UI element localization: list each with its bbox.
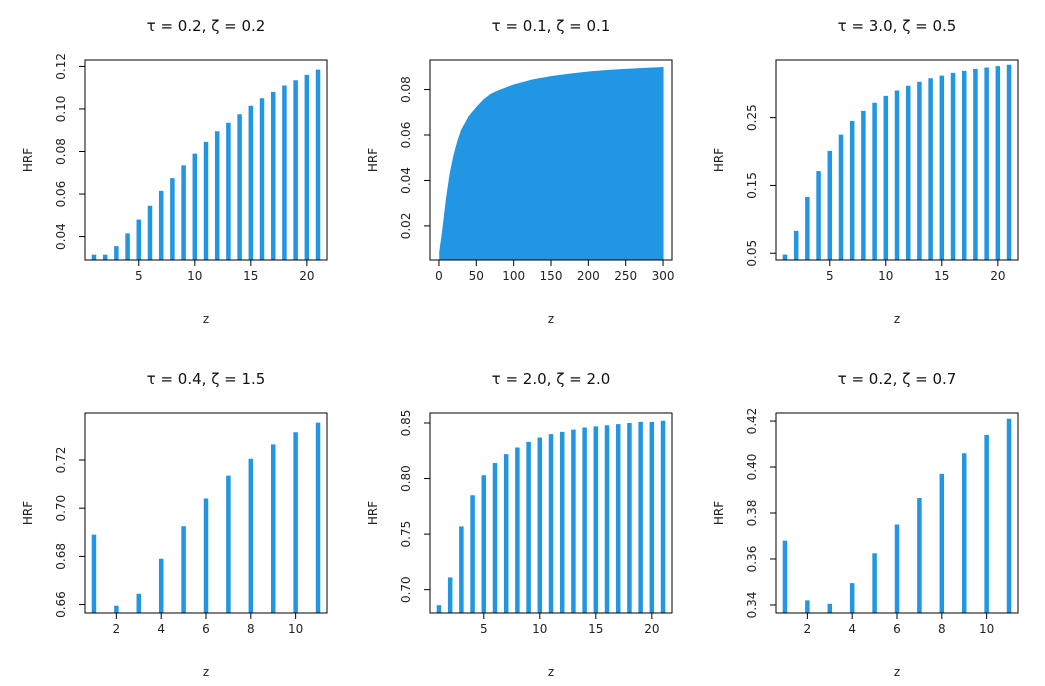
- x-axis-label: z: [548, 312, 554, 326]
- y-tick-label: 0.08: [54, 138, 68, 165]
- x-axis-label: z: [548, 665, 554, 679]
- chart-title: τ = 0.4, ζ = 1.5: [147, 370, 266, 388]
- y-tick-label: 0.06: [399, 122, 413, 149]
- y-tick-label: 0.70: [54, 495, 68, 522]
- x-tick-label: 20: [299, 269, 314, 283]
- x-tick-label: 50: [469, 269, 484, 283]
- chart-title: τ = 0.2, ζ = 0.2: [147, 17, 266, 35]
- chart-panel-5: τ = 2.0, ζ = 2.0 5 10 15 20 0.70 0.75 0.80 0.85 z…: [366, 370, 673, 679]
- x-tick-label: 4: [848, 622, 856, 636]
- x-tick-label: 150: [540, 269, 563, 283]
- x-tick-label: 5: [826, 269, 834, 283]
- chart-panel-6: τ = 0.2, ζ = 0.7 2 4 6 8 10 0.34 0.36 0.38 0.40 0.…: [712, 370, 1019, 679]
- x-axis-label: z: [894, 665, 900, 679]
- y-tick-label: 0.80: [399, 465, 413, 492]
- chart-panel-4: τ = 0.4, ζ = 1.5 2 4 6 8 10 0.66 0.68 0.70 0.72 z H…: [21, 370, 328, 679]
- chart-panel-3: τ = 3.0, ζ = 0.5 5 10 15 20 0.05 0.15 0.25 z HRF: [712, 17, 1019, 326]
- y-tick-label: 0.10: [54, 96, 68, 123]
- y-axis-label: HRF: [21, 501, 35, 525]
- x-tick-label: 0: [435, 269, 443, 283]
- y-tick-label: 0.85: [399, 410, 413, 437]
- x-tick-label: 10: [187, 269, 202, 283]
- x-tick-label: 15: [934, 269, 949, 283]
- y-tick-label: 0.72: [54, 447, 68, 474]
- x-tick-label: 20: [990, 269, 1005, 283]
- y-tick-label: 0.12: [54, 53, 68, 80]
- x-tick-label: 250: [614, 269, 637, 283]
- y-tick-label: 0.15: [745, 172, 759, 199]
- y-tick-label: 0.05: [745, 240, 759, 267]
- x-tick-label: 6: [893, 622, 901, 636]
- x-tick-label: 100: [502, 269, 525, 283]
- chart-title: τ = 0.1, ζ = 0.1: [492, 17, 611, 35]
- x-tick-label: 10: [878, 269, 893, 283]
- x-tick-label: 8: [938, 622, 946, 636]
- x-tick-label: 6: [202, 622, 210, 636]
- x-tick-label: 15: [243, 269, 258, 283]
- x-axis-label: z: [203, 665, 209, 679]
- y-axis-label: HRF: [366, 148, 380, 172]
- y-axis-label: HRF: [712, 501, 726, 525]
- y-tick-label: 0.70: [399, 576, 413, 603]
- y-tick-label: 0.02: [399, 213, 413, 240]
- x-tick-label: 15: [588, 622, 603, 636]
- x-tick-label: 8: [247, 622, 255, 636]
- x-tick-label: 200: [577, 269, 600, 283]
- chart-title: τ = 2.0, ζ = 2.0: [492, 370, 611, 388]
- x-tick-label: 10: [532, 622, 547, 636]
- x-tick-label: 2: [113, 622, 121, 636]
- y-tick-label: 0.68: [54, 543, 68, 570]
- y-tick-label: 0.42: [745, 408, 759, 435]
- y-tick-label: 0.04: [54, 223, 68, 250]
- x-tick-label: 4: [157, 622, 165, 636]
- x-tick-label: 5: [480, 622, 488, 636]
- y-axis-label: HRF: [712, 148, 726, 172]
- x-tick-label: 2: [804, 622, 812, 636]
- y-tick-label: 0.66: [54, 591, 68, 618]
- chart-panel-1: τ = 0.2, ζ = 0.2 5 10 15 20 0.04 0.06 0.08 0.10 0…: [21, 17, 328, 326]
- x-axis-label: z: [894, 312, 900, 326]
- y-tick-label: 0.25: [745, 104, 759, 131]
- y-tick-label: 0.34: [745, 592, 759, 619]
- y-tick-label: 0.40: [745, 454, 759, 481]
- y-tick-label: 0.38: [745, 500, 759, 527]
- y-tick-label: 0.36: [745, 546, 759, 573]
- x-tick-label: 20: [644, 622, 659, 636]
- y-axis-label: HRF: [366, 501, 380, 525]
- hrf-area: [439, 66, 664, 261]
- x-tick-label: 10: [979, 622, 994, 636]
- y-tick-label: 0.04: [399, 167, 413, 194]
- chart-title: τ = 3.0, ζ = 0.5: [838, 17, 957, 35]
- x-tick-label: 10: [288, 622, 303, 636]
- y-tick-label: 0.08: [399, 76, 413, 103]
- y-axis-label: HRF: [21, 148, 35, 172]
- x-axis-label: z: [203, 312, 209, 326]
- y-tick-label: 0.75: [399, 521, 413, 548]
- x-tick-label: 5: [135, 269, 143, 283]
- y-tick-label: 0.06: [54, 181, 68, 208]
- chart-panel-2: τ = 0.1, ζ = 0.1 0 50 100 150 200 250 300 0.02 0.…: [366, 17, 674, 326]
- chart-title: τ = 0.2, ζ = 0.7: [838, 370, 957, 388]
- x-tick-label: 300: [652, 269, 675, 283]
